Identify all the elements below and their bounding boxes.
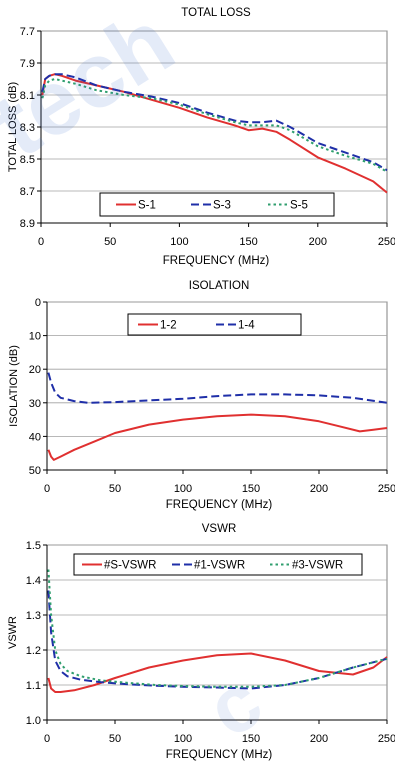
x-tick-label: 50 <box>104 236 116 248</box>
y-tick-label: 8.9 <box>20 218 35 230</box>
x-tick-label: 100 <box>174 733 192 745</box>
y-tick-label: 7.7 <box>20 26 35 38</box>
y-tick-label: 50 <box>29 465 41 477</box>
legend-label: #3-VSWR <box>292 560 343 572</box>
x-tick-label: 0 <box>44 483 50 495</box>
x-tick-label: 250 <box>378 483 395 495</box>
legend-label: #S-VSWR <box>104 560 156 572</box>
y-tick-label: 10 <box>29 331 41 343</box>
legend-label: 1-2 <box>160 320 177 332</box>
x-tick-label: 200 <box>310 733 328 745</box>
x-tick-label: 50 <box>109 483 121 495</box>
y-tick-label: 1.1 <box>26 680 41 692</box>
y-tick-label: 20 <box>29 364 41 376</box>
x-tick-label: 0 <box>44 733 50 745</box>
y-tick-label: 1.2 <box>26 645 41 657</box>
x-tick-label: 100 <box>170 236 188 248</box>
legend-label: 1-4 <box>238 320 255 332</box>
chart-title: TOTAL LOSS <box>181 7 251 19</box>
x-tick-label: 200 <box>310 483 328 495</box>
y-tick-label: 1.4 <box>26 575 41 587</box>
x-tick-label: 150 <box>242 733 260 745</box>
y-tick-label: 1.3 <box>26 610 41 622</box>
x-axis-label: FREQUENCY (MHz) <box>163 255 270 267</box>
x-tick-label: 250 <box>378 236 395 248</box>
y-tick-label: 8.3 <box>20 122 35 134</box>
x-axis-label: FREQUENCY (MHz) <box>166 749 273 761</box>
y-axis-label: VSWR <box>7 616 19 649</box>
x-axis-label: FREQUENCY (MHz) <box>166 499 273 511</box>
chart-title: ISOLATION <box>189 280 250 292</box>
x-tick-label: 200 <box>309 236 327 248</box>
y-tick-label: 1.5 <box>26 540 41 552</box>
legend-label: S-3 <box>213 200 231 212</box>
chart-title: VSWR <box>202 523 237 535</box>
y-axis-label: TOTAL LOSS (dB) <box>7 82 19 172</box>
y-tick-label: 8.5 <box>20 154 35 166</box>
y-tick-label: 8.7 <box>20 186 35 198</box>
legend-label: #1-VSWR <box>194 560 245 572</box>
y-tick-label: 1.0 <box>26 715 41 727</box>
y-axis-label: ISOLATION (dB) <box>8 345 20 427</box>
y-tick-label: 8.1 <box>20 90 35 102</box>
x-tick-label: 100 <box>174 483 192 495</box>
x-tick-label: 50 <box>109 733 121 745</box>
x-tick-label: 150 <box>242 483 260 495</box>
y-tick-label: 7.9 <box>20 58 35 70</box>
x-tick-label: 250 <box>378 733 395 745</box>
y-tick-label: 40 <box>29 431 41 443</box>
y-tick-label: 30 <box>29 398 41 410</box>
y-tick-label: 0 <box>35 297 41 309</box>
legend-label: S-5 <box>290 200 308 212</box>
x-tick-label: 150 <box>239 236 257 248</box>
legend-label: S-1 <box>138 200 156 212</box>
x-tick-label: 0 <box>38 236 44 248</box>
